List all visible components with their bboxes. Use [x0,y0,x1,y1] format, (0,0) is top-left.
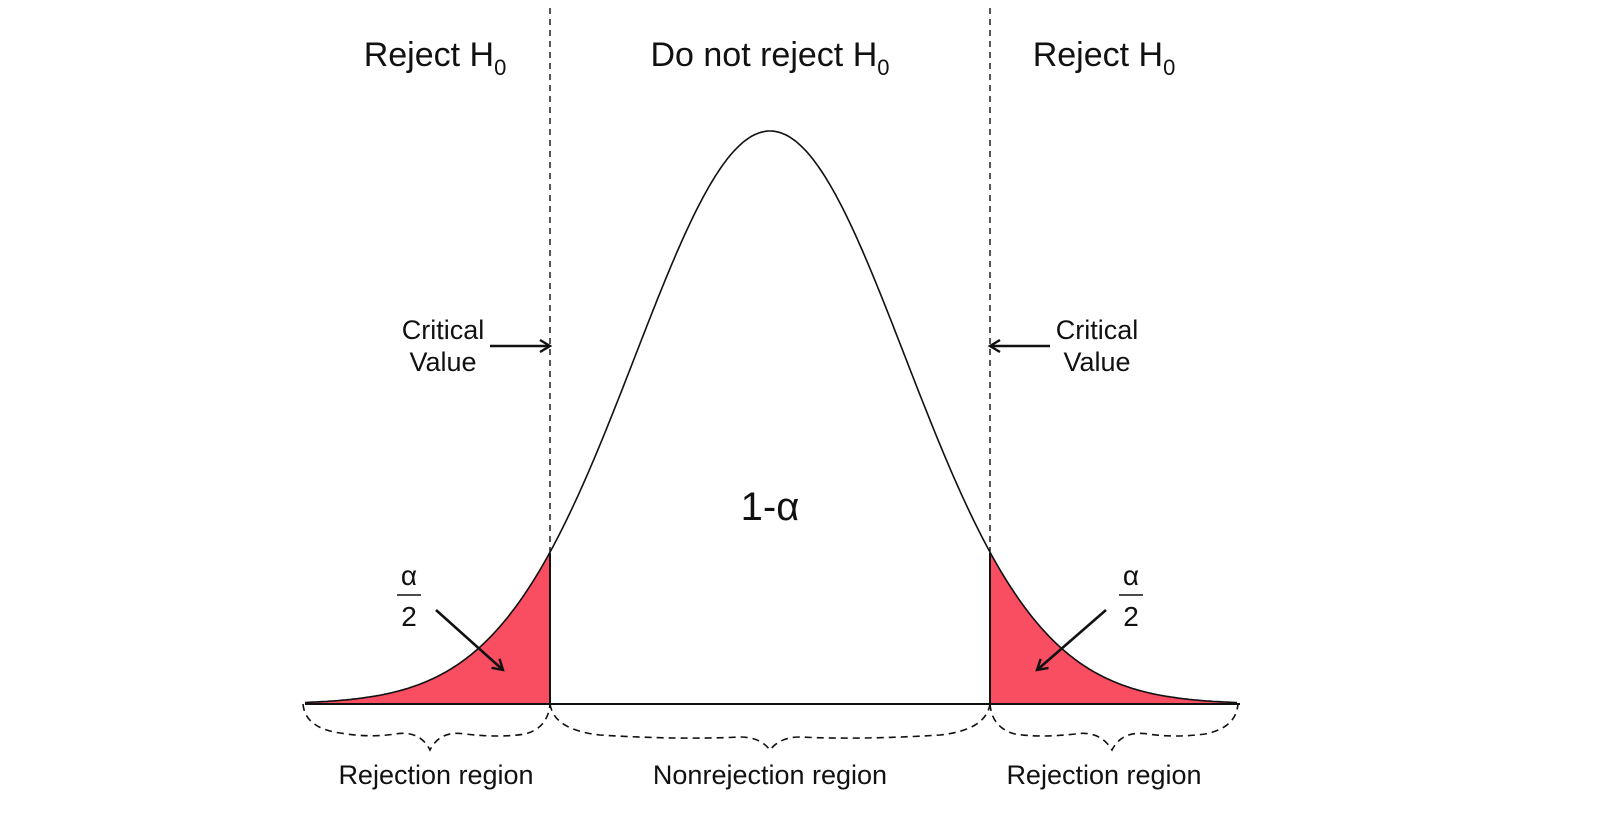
right-alpha-numerator: α [1123,560,1139,591]
left-tail-arrow [435,609,503,670]
normal-distribution-curve [304,130,1238,704]
nonrejection-region-label: Nonrejection region [653,760,887,790]
left-critical-label-line2: Value [409,347,476,377]
right-tail-arrow [1037,609,1107,670]
left-alpha-denominator: 2 [401,601,417,632]
header-left-reject: Reject H0 [364,36,507,80]
right-critical-label-line1: Critical [1056,315,1139,345]
center-area-label: 1-α [741,485,800,529]
right-rejection-region-label: Rejection region [1006,760,1201,790]
right-region-brace [989,703,1239,752]
header-right-reject: Reject H0 [1033,36,1176,80]
middle-region-brace [549,703,991,752]
right-alpha-denominator: 2 [1123,601,1139,632]
left-rejection-tail [305,554,550,704]
left-alpha-numerator: α [401,560,417,591]
right-rejection-tail [990,552,1237,704]
left-critical-label-line1: Critical [402,315,485,345]
header-middle-do-not-reject: Do not reject H0 [650,36,889,80]
right-critical-label-line2: Value [1063,347,1130,377]
left-rejection-region-label: Rejection region [338,760,533,790]
left-region-brace [302,703,551,752]
